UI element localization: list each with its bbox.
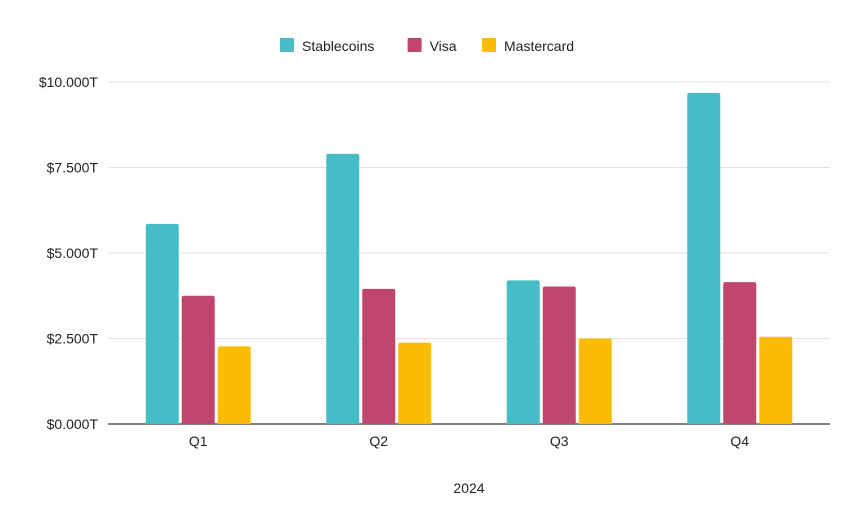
x-tick-label: Q2 bbox=[369, 433, 388, 449]
x-tick-label: Q1 bbox=[189, 433, 208, 449]
legend-swatch bbox=[280, 38, 294, 52]
y-tick-label: $2.500T bbox=[47, 331, 99, 347]
bar-stablecoins-q2 bbox=[326, 153, 360, 424]
y-tick-label: $10.000T bbox=[39, 74, 99, 90]
gridlines bbox=[108, 81, 830, 425]
y-tick-label: $7.500T bbox=[47, 160, 99, 176]
legend: Stablecoins Visa Mastercard bbox=[280, 38, 574, 54]
legend-item-stablecoins[interactable]: Stablecoins bbox=[280, 38, 374, 54]
legend-swatch bbox=[407, 38, 422, 52]
legend-label: Visa bbox=[430, 38, 457, 54]
x-tick-label: Q4 bbox=[730, 433, 749, 449]
legend-label: Mastercard bbox=[504, 38, 574, 54]
bar-stablecoins-q3 bbox=[506, 280, 540, 424]
bar-mastercard-q1 bbox=[217, 346, 251, 424]
x-axis-tick-labels: Q1 Q2 Q3 Q4 bbox=[189, 433, 749, 449]
bar-visa-q2 bbox=[362, 288, 396, 424]
legend-label: Stablecoins bbox=[302, 38, 374, 54]
bar-visa-q3 bbox=[542, 286, 576, 424]
bar-stablecoins-q1 bbox=[145, 223, 179, 424]
bars bbox=[145, 92, 793, 424]
y-tick-label: $0.000T bbox=[47, 416, 99, 432]
legend-swatch bbox=[482, 38, 496, 52]
bar-visa-q4 bbox=[723, 282, 757, 424]
bar-mastercard-q3 bbox=[578, 338, 612, 424]
y-axis-tick-labels: $0.000T $2.500T $5.000T $7.500T $10.000T bbox=[39, 74, 99, 432]
bar-stablecoins-q4 bbox=[687, 92, 721, 424]
legend-item-visa[interactable]: Visa bbox=[407, 38, 457, 54]
bar-mastercard-q2 bbox=[398, 342, 432, 424]
bar-mastercard-q4 bbox=[759, 336, 793, 424]
y-tick-label: $5.000T bbox=[47, 245, 99, 261]
legend-item-mastercard[interactable]: Mastercard bbox=[482, 38, 574, 54]
x-axis-title: 2024 bbox=[453, 480, 484, 496]
bar-visa-q1 bbox=[181, 295, 215, 424]
x-tick-label: Q3 bbox=[550, 433, 569, 449]
